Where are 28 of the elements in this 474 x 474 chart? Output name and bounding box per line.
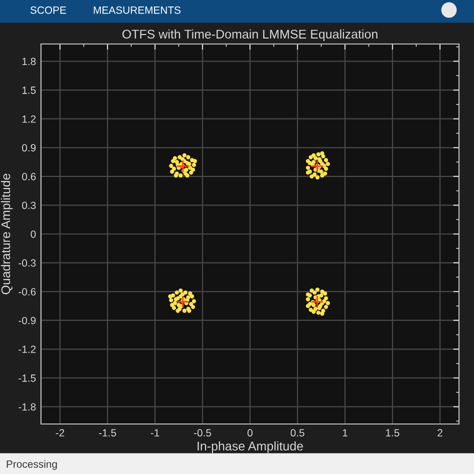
x-axis-title: In-phase Amplitude (198, 441, 303, 453)
y-axis-title: Quadrature Amplitude (0, 174, 13, 294)
x-tick-label: -1 (150, 429, 160, 436)
y-tick-label: -1.2 (18, 346, 36, 353)
x-tick-label: -1.5 (98, 429, 116, 437)
text: MEASUREMENTS (94, 6, 180, 14)
x-tick-label: 0 (248, 429, 252, 437)
y-tick-label: 1.8 (22, 58, 36, 66)
y-tick-label: 1.2 (22, 115, 36, 123)
y-tick-label: 0 (30, 230, 36, 238)
y-tick-label: -0.9 (18, 316, 36, 324)
y-tick-label: 1.5 (22, 86, 36, 94)
x-tick-label: 1 (342, 429, 348, 436)
y-tick-label: -0.6 (18, 288, 36, 296)
x-tick-label: 1.5 (386, 429, 400, 437)
x-tick-label: -0.5 (194, 429, 212, 437)
y-tick-label: 0.3 (22, 202, 36, 210)
y-tick-label: -1.8 (18, 403, 36, 411)
text: SCOPE (30, 6, 66, 14)
x-tick-label: 0.5 (290, 429, 304, 437)
chart-title: OTFS with Time-Domain LMMSE Equalization (122, 29, 378, 42)
y-tick-label: -1.5 (18, 374, 36, 382)
text: Processing (6, 460, 57, 470)
x-tick-label: 2 (438, 429, 442, 436)
y-tick-label: -0.3 (18, 259, 36, 267)
y-tick-label: 0.6 (22, 172, 36, 180)
x-tick-label: -2 (56, 429, 64, 436)
y-tick-label: 0.9 (22, 144, 36, 152)
